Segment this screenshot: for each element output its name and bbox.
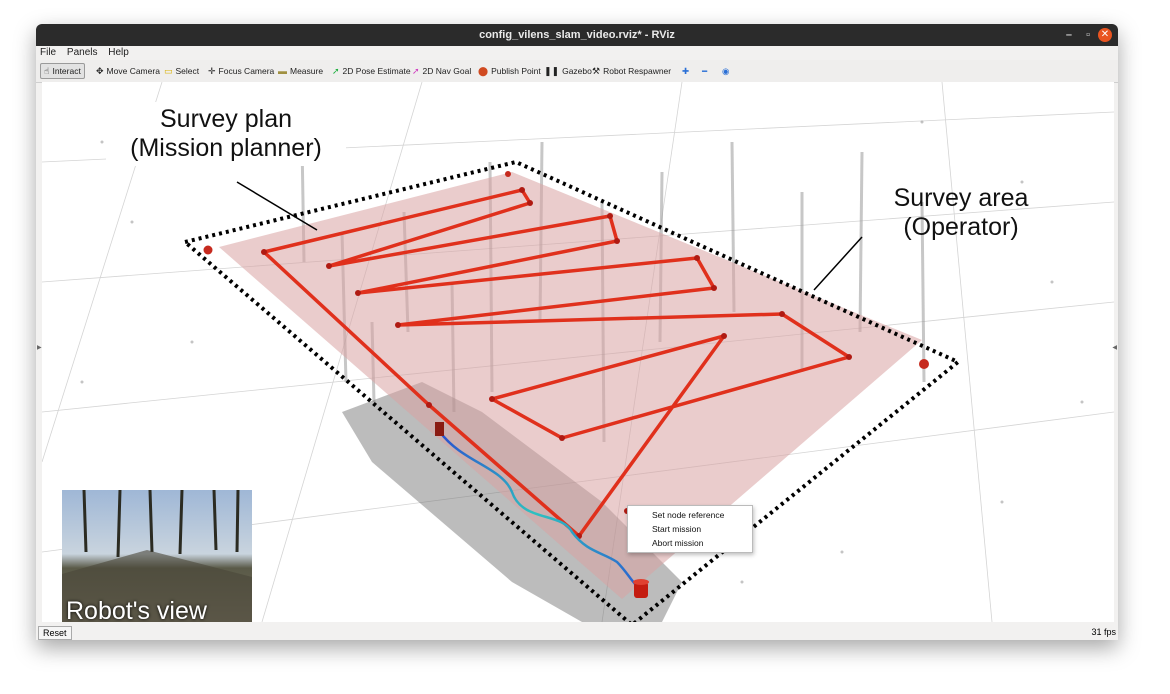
maximize-icon[interactable]: ▫ (1086, 29, 1090, 41)
left-panel-toggle-icon[interactable]: ▶ (37, 345, 42, 351)
pause-icon: ❚❚ (544, 66, 560, 76)
plan-leader-line (236, 181, 318, 231)
select-icon: ▭ (164, 66, 173, 76)
pink-arrow-icon: ➚ (412, 66, 420, 76)
publish-point-tool[interactable]: ⬤ Publish Point (478, 64, 541, 78)
green-arrow-icon: ➚ (332, 66, 340, 76)
select-label: Select (175, 66, 200, 76)
focus-camera-tool[interactable]: ✛ Focus Camera (208, 64, 274, 78)
wrench-icon: ⚒ (592, 66, 601, 76)
pin-icon: ⬤ (478, 66, 489, 76)
reset-button[interactable]: Reset (38, 626, 72, 640)
3d-viewport[interactable]: Survey plan (Mission planner) Survey are… (42, 82, 1114, 622)
fps-readout: 31 fps (1091, 627, 1116, 637)
survey-plan-label: Survey plan (Mission planner) (106, 102, 346, 166)
menu-help[interactable]: Help (108, 47, 129, 58)
corner-marker[interactable] (919, 359, 929, 369)
corner-marker[interactable] (203, 245, 213, 255)
focus-icon: ✛ (208, 66, 216, 76)
robot-icon[interactable] (633, 579, 649, 598)
point-cloud (80, 120, 1084, 584)
right-panel-toggle-icon[interactable]: ◀ (1112, 345, 1117, 351)
move-camera-tool[interactable]: ✥ Move Camera (96, 64, 160, 78)
survey-area-title: Survey area (893, 184, 1029, 212)
waypoint-nodes[interactable] (261, 187, 852, 539)
measure-label: Measure (290, 66, 324, 76)
menu-start-mission[interactable]: Start mission (652, 524, 702, 534)
interact-tool[interactable]: ☝ Interact (40, 63, 85, 79)
menu-file[interactable]: File (40, 47, 57, 58)
survey-plan-title: Survey plan (159, 105, 293, 133)
survey-area-fill (219, 172, 922, 599)
mission-path[interactable] (262, 188, 851, 538)
robot-respawner-label: Robot Respawner (603, 66, 672, 76)
robot-respawner-tool[interactable]: ⚒ Robot Respawner (592, 64, 671, 78)
menu-bar: File Panels Help (36, 46, 1118, 59)
title-bar: config_vilens_slam_video.rviz* - RViz – … (36, 24, 1118, 46)
gazebo-label: Gazebo (562, 66, 592, 76)
scene-svg (42, 82, 1114, 622)
rviz-window: config_vilens_slam_video.rviz* - RViz – … (36, 24, 1118, 640)
move-camera-label: Move Camera (106, 66, 160, 76)
pose-estimate-tool[interactable]: ➚ 2D Pose Estimate (332, 64, 411, 78)
robot-view-inset (62, 489, 252, 622)
survey-area-subtitle: (Operator) (903, 213, 1019, 241)
nav-goal-label: 2D Nav Goal (422, 66, 472, 76)
window-title: config_vilens_slam_video.rviz* - RViz (479, 29, 675, 41)
pose-estimate-label: 2D Pose Estimate (342, 66, 411, 76)
context-menu: Set node reference Start mission Abort m… (627, 505, 753, 553)
menu-set-node-reference[interactable]: Set node reference (652, 510, 725, 520)
status-bar: Reset 31 fps (36, 624, 1118, 640)
menu-panels[interactable]: Panels (66, 47, 98, 58)
eye-icon[interactable]: ◉ (722, 66, 730, 76)
menu-abort-mission[interactable]: Abort mission (652, 538, 704, 548)
survey-plan-subtitle: (Mission planner) (130, 134, 322, 162)
focus-camera-label: Focus Camera (218, 66, 275, 76)
corner-marker[interactable] (505, 171, 511, 177)
interact-label: Interact (52, 66, 81, 76)
robot-start-marker (435, 422, 444, 436)
nav-goal-tool[interactable]: ➚ 2D Nav Goal (412, 64, 471, 78)
robot-trajectory (438, 431, 639, 588)
select-tool[interactable]: ▭ Select (164, 64, 199, 78)
remove-tool-icon[interactable]: ━ (702, 66, 708, 76)
close-icon[interactable]: ✕ (1098, 28, 1112, 42)
hand-icon: ☝ (44, 66, 50, 76)
minimize-icon[interactable]: – (1065, 29, 1072, 41)
area-leader-line (813, 236, 863, 291)
toolbar: ☝ Interact ✥ Move Camera ▭ Select ✛ Focus Ca… (36, 60, 1118, 83)
robot-view-label: Robot's view (66, 597, 207, 622)
publish-point-label: Publish Point (491, 66, 541, 76)
survey-area-label: Survey area (Operator) (866, 184, 1056, 242)
add-tool-icon[interactable]: ✚ (682, 66, 690, 76)
ruler-icon: ▬ (278, 66, 287, 76)
move-icon: ✥ (96, 66, 104, 76)
gazebo-tool[interactable]: ❚❚ Gazebo (544, 64, 592, 78)
measure-tool[interactable]: ▬ Measure (278, 64, 323, 78)
